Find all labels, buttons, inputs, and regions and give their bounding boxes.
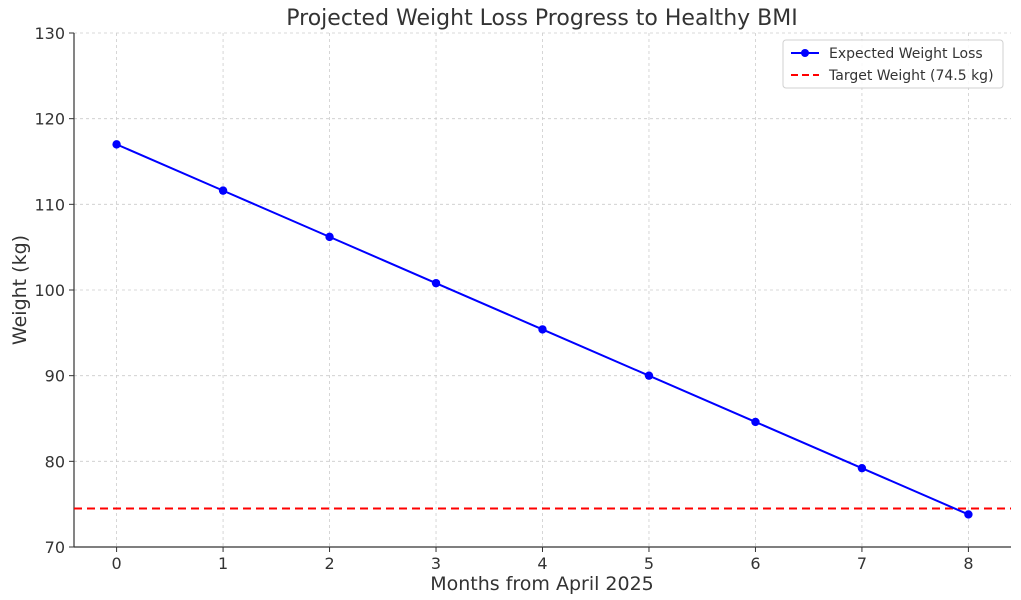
x-tick-label: 2 xyxy=(324,554,334,573)
x-tick-label: 6 xyxy=(750,554,760,573)
x-axis-label: Months from April 2025 xyxy=(430,573,654,595)
y-tick-label: 90 xyxy=(45,367,65,386)
y-tick-label: 130 xyxy=(34,24,65,43)
x-tick-label: 3 xyxy=(431,554,441,573)
x-tick-label: 5 xyxy=(644,554,654,573)
y-tick-label: 70 xyxy=(45,538,65,557)
legend-label-target-weight: Target Weight (74.5 kg) xyxy=(828,68,994,84)
x-tick-label: 7 xyxy=(857,554,867,573)
data-point xyxy=(964,510,973,519)
x-tick-label: 4 xyxy=(537,554,547,573)
y-tick-label: 80 xyxy=(45,452,65,471)
y-tick-label: 100 xyxy=(34,281,65,300)
y-axis-label: Weight (kg) xyxy=(9,235,31,345)
legend-box xyxy=(782,39,1004,89)
data-point xyxy=(112,140,121,149)
legend-label-expected-weight-loss: Expected Weight Loss xyxy=(829,46,983,62)
chart-title: Projected Weight Loss Progress to Health… xyxy=(286,6,797,31)
x-tick-label: 1 xyxy=(218,554,228,573)
y-tick-labels: 70 80 90 100 110 120 130 xyxy=(34,24,65,557)
y-tick-label: 120 xyxy=(34,110,65,129)
data-point xyxy=(857,463,867,473)
x-tick-label: 0 xyxy=(111,554,121,573)
axes xyxy=(69,32,1011,552)
data-point xyxy=(538,325,547,334)
data-point xyxy=(218,186,228,195)
x-tick-label: 8 xyxy=(963,554,973,573)
grid-lines xyxy=(74,32,1011,548)
y-tick-label: 110 xyxy=(34,195,65,214)
x-tick-labels: 0 1 2 3 4 5 6 7 8 xyxy=(111,554,973,573)
data-point xyxy=(751,417,760,427)
data-point xyxy=(325,232,334,242)
series-group xyxy=(112,140,973,519)
legend-marker xyxy=(801,49,809,57)
data-point xyxy=(431,278,441,288)
legend: Expected Weight Loss Target Weight (74.5 … xyxy=(782,39,1004,89)
data-point xyxy=(644,371,654,380)
